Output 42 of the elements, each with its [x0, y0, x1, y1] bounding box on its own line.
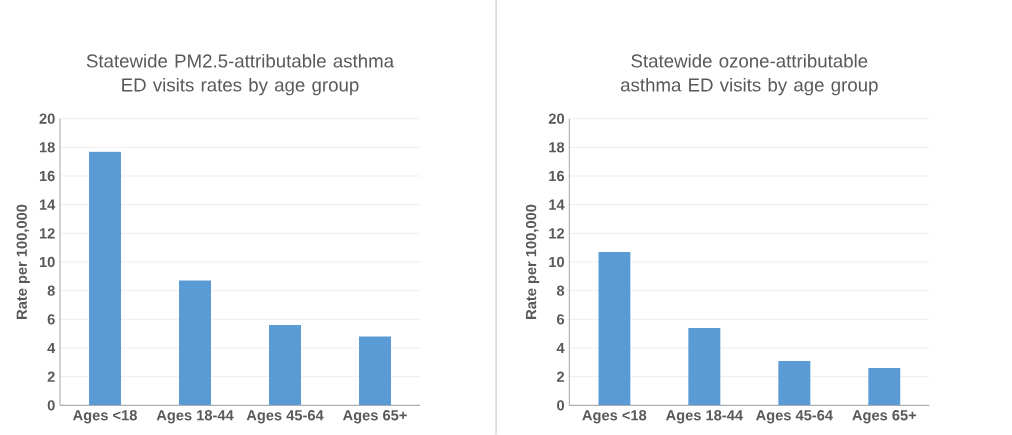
- x-tick-label: Ages 65+: [342, 410, 407, 424]
- bar: [179, 280, 212, 406]
- y-tick-label: 0: [47, 400, 55, 411]
- chart-title: Statewide PM2.5-attributable asthma ED visits rates by age group: [86, 54, 395, 96]
- x-tick-label: Ages 45-64: [246, 410, 324, 424]
- y-tick-label: 2: [556, 371, 565, 382]
- bar: [269, 325, 302, 406]
- y-tick-label: 12: [39, 228, 55, 239]
- y-tick-label: 4: [556, 343, 565, 354]
- y-tick-label: 16: [549, 170, 565, 182]
- y-tick-label: 14: [549, 199, 565, 210]
- y-tick-label: 16: [39, 170, 55, 182]
- x-tick-label: Ages <18: [582, 410, 647, 424]
- y-tick-label: 6: [557, 314, 565, 325]
- bar: [688, 328, 721, 406]
- y-tick-label: 20: [39, 113, 55, 125]
- y-axis-title: Rate per 100,000: [16, 204, 30, 320]
- x-tick-label: Ages 18-44: [665, 410, 743, 424]
- y-tick-label: 8: [47, 285, 55, 297]
- x-tick-label: Ages 65+: [852, 410, 917, 424]
- y-tick-label: 14: [39, 199, 56, 210]
- y-tick-label: 0: [557, 400, 565, 411]
- y-tick-label: 10: [39, 256, 55, 268]
- chart-title: Statewide ozone-attributable asthma ED visits by age group: [620, 54, 878, 96]
- y-tick-label: 20: [548, 113, 565, 125]
- x-tick-label: Ages <18: [72, 410, 137, 424]
- y-tick-label: 2: [47, 371, 55, 382]
- y-tick-label: 6: [47, 314, 55, 325]
- bar: [89, 151, 122, 406]
- y-tick-label: 18: [549, 142, 565, 153]
- y-axis-title: Rate per 100,000: [525, 204, 540, 320]
- y-tick-label: 18: [39, 142, 55, 153]
- bar: [359, 336, 391, 406]
- bar: [598, 252, 631, 406]
- y-tick-label: 8: [556, 285, 565, 297]
- y-tick-label: 12: [549, 228, 565, 239]
- bar: [778, 361, 811, 406]
- x-tick-label: Ages 45-64: [755, 410, 833, 424]
- x-tick-label: Ages 18-44: [156, 410, 234, 424]
- bar: [868, 368, 901, 406]
- y-tick-label: 4: [47, 343, 56, 354]
- y-tick-label: 10: [549, 256, 565, 268]
